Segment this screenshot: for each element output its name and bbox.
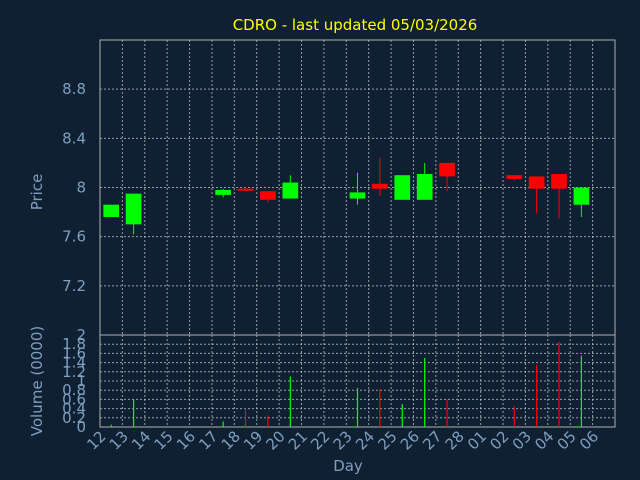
volume-bar [536, 364, 538, 427]
price-y-tick-label: 8.4 [62, 129, 86, 147]
candlestick-series [103, 158, 590, 235]
candle-body [394, 175, 411, 200]
price-y-tick-label: 7.2 [62, 277, 86, 295]
price-y-tick-label: 8 [76, 179, 86, 197]
volume-y-tick-label: 0.6 [62, 390, 86, 408]
volume-bar [356, 387, 359, 427]
candle-body [237, 188, 254, 191]
volume-bar [446, 399, 448, 427]
volume-y-tick-label: 0.4 [62, 400, 86, 418]
price-y-tick-label: 7.6 [62, 228, 86, 246]
volume-y-tick-label: 1.4 [62, 354, 86, 372]
candle-body [215, 189, 231, 195]
price-y-tick-label: 8.8 [62, 80, 86, 98]
price-axis-label: Price [28, 174, 46, 211]
volume-y-tick-label: 1.2 [62, 363, 86, 381]
volume-y-tick-label: 2 [76, 326, 86, 344]
candle-body [573, 187, 590, 205]
volume-bar [558, 341, 560, 427]
candle-body [372, 183, 388, 189]
volume-bar [401, 404, 403, 427]
volume-bar [424, 358, 426, 427]
volume-y-tick-label: 0.2 [62, 409, 86, 427]
chart-title: CDRO - last updated 05/03/2026 [233, 16, 478, 34]
volume-bar [222, 421, 224, 427]
candle-body [506, 175, 523, 179]
candle-body [439, 162, 455, 177]
volume-bar [289, 376, 291, 427]
x-tick-labels: 1213141516171819202122232425262728010203… [83, 427, 602, 453]
volume-bar [267, 415, 269, 427]
volume-y-tick-label: 1 [76, 372, 86, 390]
candle-body [349, 192, 366, 199]
candle-body [416, 173, 433, 200]
volume-y-tick-labels: 00.20.40.60.811.21.41.61.82 [62, 326, 86, 436]
volume-bar [244, 408, 247, 427]
x-axis-label: Day [333, 457, 363, 475]
volume-y-tick-label: 0 [76, 418, 86, 436]
price-y-tick-labels: 7.2 7.6 8 8.4 8.8 [62, 80, 86, 295]
volume-y-tick-label: 1.6 [62, 344, 86, 362]
volume-bar [580, 355, 583, 427]
volume-y-tick-label: 1.8 [62, 335, 86, 353]
volume-bar [513, 406, 515, 427]
volume-bar [379, 389, 381, 427]
volume-series [110, 341, 583, 427]
candle-body [125, 193, 142, 225]
candle-body [103, 204, 120, 217]
volume-y-tick-label: 0.8 [62, 381, 86, 399]
x-tick-label: 06 [576, 427, 602, 453]
candle-body [282, 182, 299, 199]
volume-axis-label: Volume (0000) [28, 326, 46, 436]
volume-bar [110, 424, 112, 427]
candle-body [260, 191, 276, 200]
volume-bar [132, 399, 135, 427]
candle-body [528, 176, 545, 189]
candle-body [551, 173, 567, 189]
